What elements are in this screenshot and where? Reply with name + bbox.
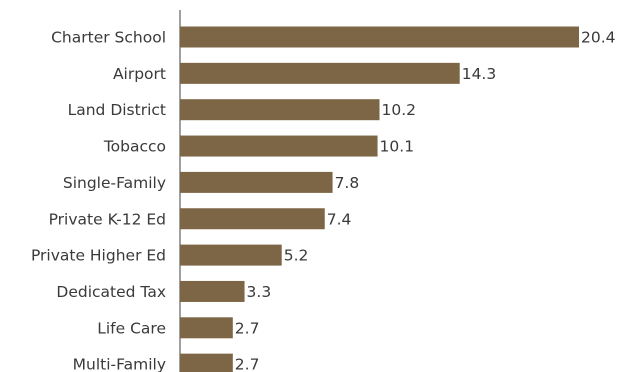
value-label: 7.4	[327, 210, 352, 228]
bar	[180, 280, 245, 302]
bar	[180, 244, 282, 266]
value-label: 3.3	[247, 283, 272, 301]
value-label: 10.1	[380, 138, 415, 156]
value-label: 5.2	[284, 247, 309, 265]
bar	[180, 171, 333, 193]
bar	[180, 26, 580, 48]
value-label: 20.4	[581, 29, 616, 47]
value-label: 7.8	[335, 174, 360, 192]
value-label: 2.7	[235, 356, 260, 372]
category-label: Charter School	[51, 29, 166, 47]
bar	[180, 62, 460, 84]
category-label: Tobacco	[103, 138, 166, 156]
bar	[180, 317, 233, 339]
category-label: Dedicated Tax	[56, 283, 166, 301]
bar	[180, 99, 380, 121]
bar	[180, 135, 378, 157]
value-label: 14.3	[462, 65, 497, 83]
category-label: Private K-12 Ed	[49, 210, 166, 228]
category-label: Private Higher Ed	[31, 247, 166, 265]
bar	[180, 208, 325, 230]
bar	[180, 353, 233, 372]
category-label: Airport	[113, 65, 166, 83]
value-label: 2.7	[235, 319, 260, 337]
value-label: 10.2	[382, 101, 417, 119]
category-label: Land District	[68, 101, 166, 119]
category-label: Life Care	[97, 319, 166, 337]
category-label: Multi-Family	[73, 356, 166, 372]
category-label: Single-Family	[63, 174, 166, 192]
